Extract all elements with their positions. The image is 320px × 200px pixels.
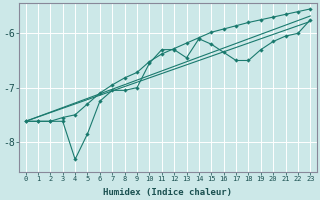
X-axis label: Humidex (Indice chaleur): Humidex (Indice chaleur) (103, 188, 232, 197)
